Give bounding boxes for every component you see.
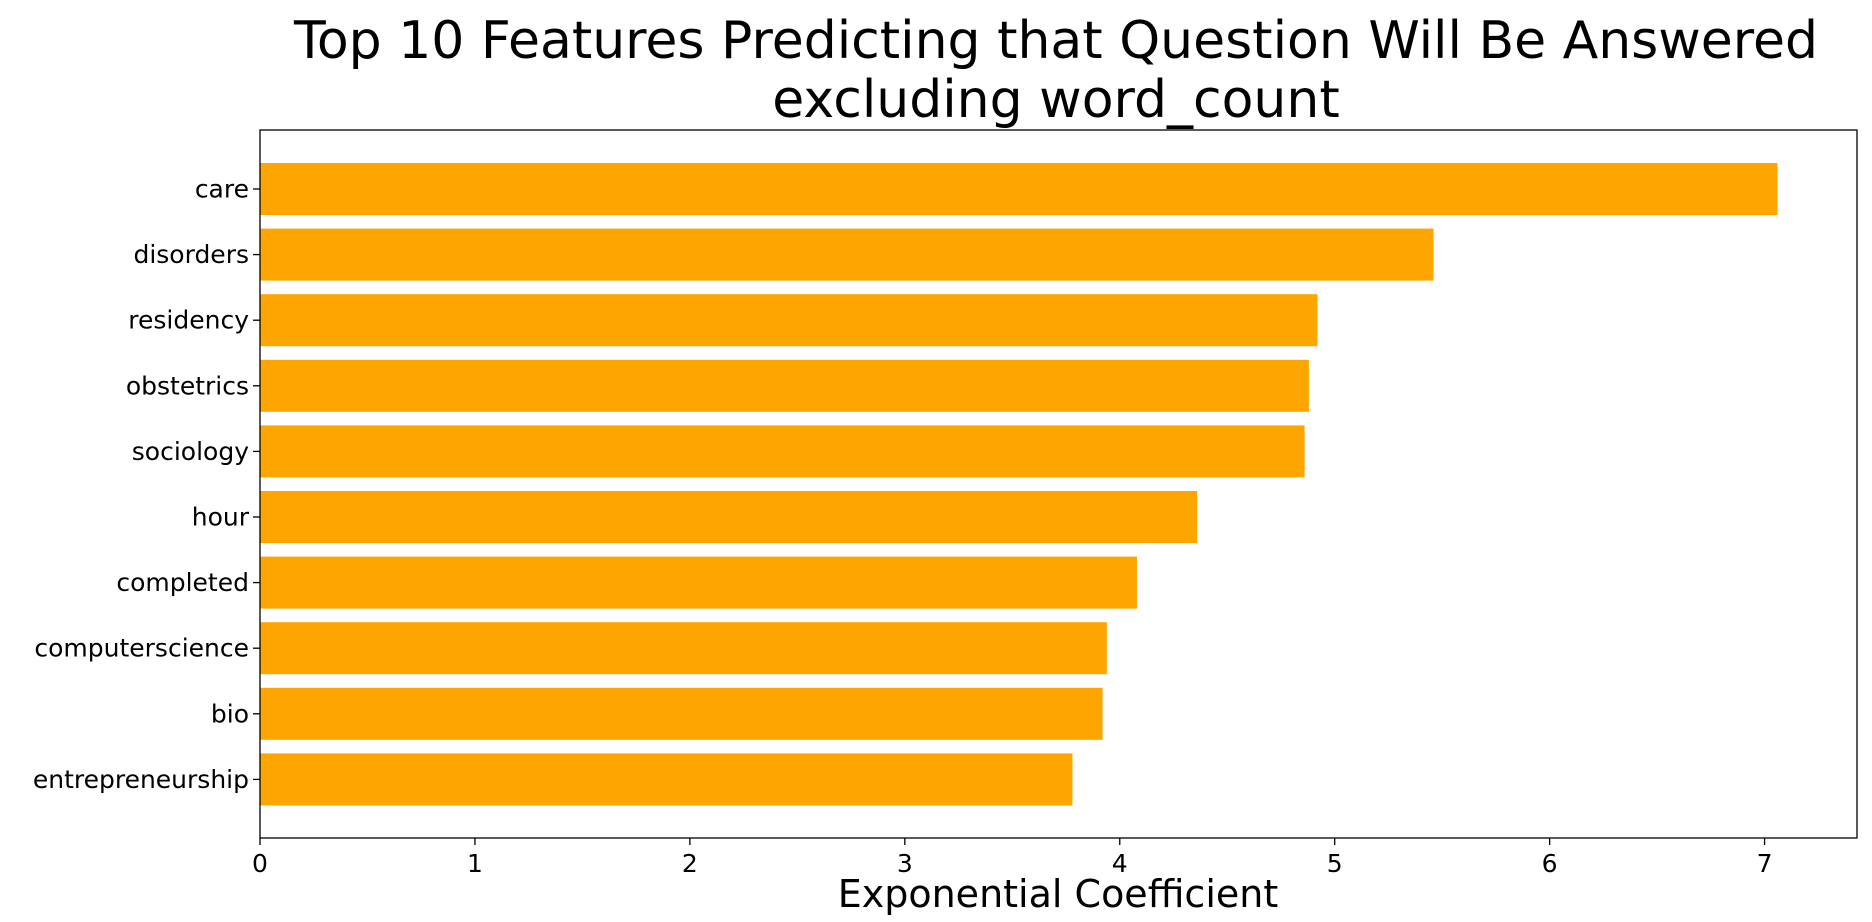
bar-care (260, 163, 1778, 215)
y-tick-label: residency (128, 306, 249, 335)
bar-hour (260, 491, 1198, 543)
bars-group (260, 163, 1778, 806)
bar-obstetrics (260, 359, 1309, 412)
bar-computerscience (260, 622, 1107, 675)
x-tick-label: 4 (1112, 849, 1128, 878)
x-axis-label: Exponential Coefficient (838, 872, 1279, 916)
bar-completed (260, 556, 1137, 609)
y-axis-ticks: care disorders residency obstetrics sociolog… (33, 175, 260, 794)
y-tick-label: hour (192, 503, 250, 532)
plot-area-frame (259, 129, 1858, 839)
x-tick-label: 7 (1757, 849, 1773, 878)
x-tick-label: 1 (467, 849, 483, 878)
x-axis-ticks: 0 1 2 3 4 5 6 7 (252, 838, 1773, 878)
y-tick-label: disorders (133, 240, 249, 269)
bar-entrepreneurship (260, 753, 1073, 806)
x-tick-label: 2 (682, 849, 698, 878)
y-tick-label: sociology (132, 437, 249, 466)
y-tick-label: completed (116, 568, 249, 597)
x-tick-label: 6 (1542, 849, 1558, 878)
y-tick-label: computerscience (34, 634, 249, 663)
y-tick-label: entrepreneurship (33, 765, 249, 794)
x-tick-label: 3 (897, 849, 913, 878)
x-tick-label: 5 (1327, 849, 1343, 878)
bar-residency (260, 294, 1318, 347)
bar-bio (260, 687, 1103, 740)
x-tick-label: 0 (252, 849, 268, 878)
y-tick-label: care (195, 175, 249, 204)
bar-disorders (260, 228, 1434, 281)
bar-sociology (260, 425, 1305, 478)
chart-title-line-2: excluding word_count (772, 70, 1339, 130)
y-tick-label: bio (211, 699, 249, 728)
y-tick-label: obstetrics (126, 371, 249, 400)
chart-title-line-1: Top 10 Features Predicting that Question… (293, 11, 1818, 71)
